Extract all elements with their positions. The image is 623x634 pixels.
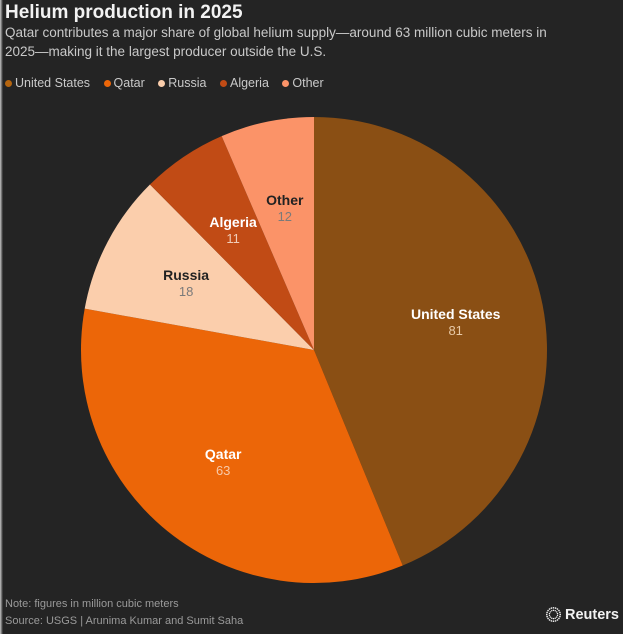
svg-text:Other: Other — [266, 192, 304, 208]
svg-text:United States: United States — [411, 306, 501, 322]
svg-text:18: 18 — [179, 284, 193, 299]
svg-text:81: 81 — [448, 323, 462, 338]
svg-text:12: 12 — [278, 209, 292, 224]
svg-text:Qatar: Qatar — [205, 446, 242, 462]
svg-text:Algeria: Algeria — [209, 214, 257, 230]
svg-text:Russia: Russia — [163, 267, 209, 283]
svg-text:11: 11 — [226, 231, 240, 246]
svg-text:63: 63 — [216, 463, 230, 478]
